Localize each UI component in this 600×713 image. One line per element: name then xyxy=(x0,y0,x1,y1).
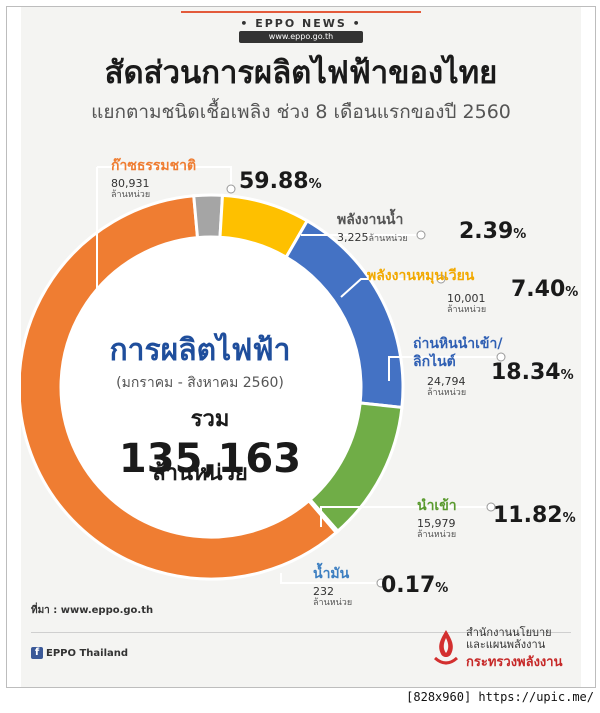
amount-label: 3,225ล้านหน่วย xyxy=(337,231,408,245)
pct-symbol: % xyxy=(560,368,574,383)
total-value: 135,163 xyxy=(118,436,302,482)
infographic-frame: • EPPO NEWS • www.eppo.go.th สัดส่วนการผ… xyxy=(6,6,596,688)
amount-label: 15,979 xyxy=(417,517,456,530)
label-renewable: พลังงานหมุนเวียน xyxy=(367,265,474,287)
slice-5 xyxy=(306,497,340,535)
page-title: สัดส่วนการผลิตไฟฟ้าของไทย xyxy=(104,55,498,91)
pct-value: 18.34 xyxy=(491,360,561,385)
ministry-logo-icon xyxy=(433,630,459,665)
leader-line-4 xyxy=(388,356,501,381)
brand-label: • EPPO NEWS • xyxy=(240,17,362,30)
pct-value: 0.17 xyxy=(381,573,436,598)
unit-label: ล้านหน่วย xyxy=(368,234,408,244)
unit-label: ล้านหน่วย xyxy=(313,598,353,608)
donut-chart xyxy=(21,166,506,588)
page-subtitle: แยกตามชนิดเชื้อเพลิง ช่วง 8 เดือนแรกของป… xyxy=(91,101,511,123)
pct-natural-gas: 59.88% xyxy=(239,169,322,194)
category-label: นำเข้า xyxy=(417,498,457,514)
pct-value: 59.88 xyxy=(239,169,309,194)
label-coal: ถ่านหินนำเข้า/ลิกไนต์ xyxy=(413,335,523,371)
facebook-icon: f xyxy=(31,647,43,659)
donut-center xyxy=(62,238,360,536)
pct-hydro: 2.39% xyxy=(459,219,526,244)
pct-symbol: % xyxy=(435,581,449,596)
leader-dot-4 xyxy=(486,502,496,512)
leader-dot-0 xyxy=(226,184,236,194)
leader-dot-1 xyxy=(416,230,426,240)
leader-dot-2 xyxy=(436,274,446,284)
facebook-link[interactable]: f EPPO Thailand xyxy=(31,647,128,659)
amount-label: 10,001 xyxy=(447,292,486,305)
pct-symbol: % xyxy=(513,227,527,242)
infographic-card: • EPPO NEWS • www.eppo.go.th สัดส่วนการผ… xyxy=(21,7,581,687)
category-label: ถ่านหินนำเข้า/ลิกไนต์ xyxy=(413,336,503,370)
amount-label: 232 xyxy=(313,585,334,598)
center-unit: ล้านหน่วย xyxy=(152,461,248,486)
pct-coal: 18.34% xyxy=(491,360,574,385)
leader-dot-5 xyxy=(376,578,386,588)
facebook-label: EPPO Thailand xyxy=(46,648,129,659)
pct-symbol: % xyxy=(565,285,579,300)
org-name: สำนักงานนโยบาย และแผนพลังงาน xyxy=(466,627,552,651)
unit-label: ล้านหน่วย xyxy=(417,530,457,540)
leader-line-5 xyxy=(320,506,491,527)
unit-label: ล้านหน่วย xyxy=(427,388,467,398)
leader-dot-3 xyxy=(496,352,506,362)
label-import: นำเข้า 15,979 ล้านหน่วย xyxy=(417,495,457,541)
amount-value: 3,225 xyxy=(337,231,369,244)
pct-value: 7.40 xyxy=(511,277,566,302)
slice-1 xyxy=(192,193,225,240)
category-label: น้ำมัน xyxy=(313,566,350,582)
header-rule-top xyxy=(181,11,421,13)
source-label: ที่มา : www.eppo.go.th xyxy=(31,605,154,616)
label-oil: น้ำมัน 232 ล้านหน่วย xyxy=(313,563,352,609)
leader-line-3 xyxy=(340,278,441,298)
pct-oil: 0.17% xyxy=(381,573,448,598)
total-prefix: รวม xyxy=(190,407,230,432)
label-coal-amount: 24,794 ล้านหน่วย xyxy=(427,375,466,399)
category-label: พลังงานน้ำ xyxy=(337,212,404,228)
unit-label: ล้านหน่วย xyxy=(111,190,151,200)
label-hydro: พลังงานน้ำ 3,225ล้านหน่วย xyxy=(337,209,408,245)
pct-renewable: 7.40% xyxy=(511,277,578,302)
amount-label: 80,931 xyxy=(111,177,150,190)
leader-line-1 xyxy=(97,166,232,189)
pct-symbol: % xyxy=(308,177,322,192)
leader-line-6 xyxy=(280,573,381,584)
org-line-1: สำนักงานนโยบาย xyxy=(466,626,552,639)
ministry-name: กระทรวงพลังงาน xyxy=(466,655,563,670)
pct-import: 11.82% xyxy=(493,503,576,528)
center-title: การผลิตไฟฟ้า xyxy=(109,333,291,368)
unit-label: ล้านหน่วย xyxy=(447,305,487,315)
center-period: (มกราคม - สิงหาคม 2560) xyxy=(116,375,284,391)
label-natural-gas: ก๊าซธรรมชาติ 80,931 ล้านหน่วย xyxy=(111,155,196,201)
category-label: พลังงานหมุนเวียน xyxy=(367,268,475,284)
category-label: ก๊าซธรรมชาติ xyxy=(111,158,197,174)
pct-value: 2.39 xyxy=(459,219,514,244)
amount-label: 24,794 xyxy=(427,375,466,388)
footer-divider xyxy=(31,632,571,633)
center-total: รวม 135,163 xyxy=(105,401,315,482)
website-pill: www.eppo.go.th xyxy=(239,31,363,43)
label-renewable-amount: 10,001 ล้านหน่วย xyxy=(447,292,486,316)
pct-value: 11.82 xyxy=(493,503,563,528)
slice-0 xyxy=(21,194,339,581)
org-line-2: และแผนพลังงาน xyxy=(466,638,546,651)
pct-symbol: % xyxy=(562,511,576,526)
watermark-label: [828x960] https://upic.me/ xyxy=(406,690,594,704)
